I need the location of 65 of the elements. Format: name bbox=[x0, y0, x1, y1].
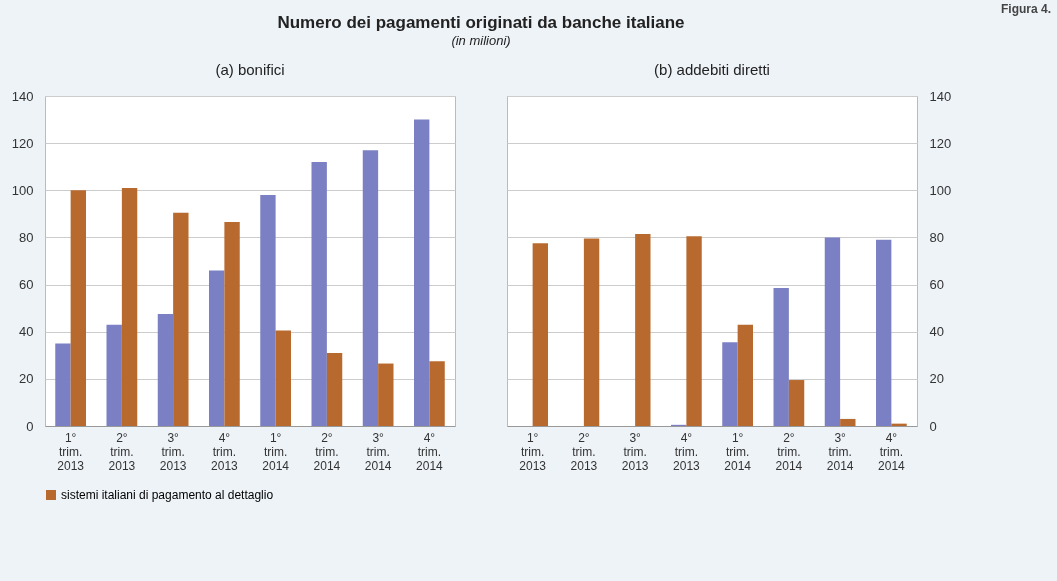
x-tick-label: 3° trim. 2014 bbox=[364, 430, 392, 473]
x-axis-title: (b) addebiti diretti bbox=[654, 61, 770, 78]
bar bbox=[173, 212, 189, 426]
x-tick-label: 2° trim. 2014 bbox=[775, 430, 803, 473]
bar bbox=[414, 119, 430, 426]
bar bbox=[55, 343, 71, 426]
y-tick-label: 80 bbox=[929, 229, 944, 245]
x-tick-label: 2° trim. 2013 bbox=[570, 430, 598, 473]
y-tick-label: 140 bbox=[11, 88, 34, 104]
bar bbox=[224, 222, 240, 426]
chart-title: Numero dei pagamenti originati da banche italiane bbox=[277, 12, 685, 32]
bar bbox=[121, 187, 138, 426]
x-tick-label: 3° trim. 2013 bbox=[621, 430, 649, 473]
y-tick-label: 40 bbox=[929, 324, 944, 340]
x-tick-label: 4° trim. 2014 bbox=[878, 430, 906, 473]
text: Figura 4. bbox=[1000, 2, 1051, 16]
bar bbox=[722, 342, 738, 426]
bar bbox=[737, 324, 753, 426]
y-tick-label: 140 bbox=[929, 88, 952, 104]
bar bbox=[106, 324, 122, 426]
y-tick-label: 80 bbox=[19, 229, 34, 245]
bar bbox=[275, 330, 291, 426]
bar bbox=[157, 314, 174, 426]
bar bbox=[686, 236, 702, 426]
y-tick-label: 60 bbox=[929, 277, 944, 293]
x-axis-title: (a) bonifici bbox=[215, 61, 285, 78]
x-tick-label: 1° trim. 2014 bbox=[262, 430, 290, 473]
y-tick-label: 20 bbox=[929, 371, 944, 387]
y-tick-label: 0 bbox=[929, 418, 937, 434]
bar bbox=[773, 288, 789, 426]
y-tick-label: 100 bbox=[11, 182, 34, 198]
bar bbox=[260, 195, 276, 426]
bar bbox=[876, 239, 892, 426]
bar bbox=[209, 270, 225, 426]
bar bbox=[326, 352, 343, 426]
x-tick-label: 2° trim. 2013 bbox=[108, 430, 136, 473]
y-tick-label: 60 bbox=[19, 277, 34, 293]
chart-subtitle: (in milioni) bbox=[451, 32, 511, 48]
bar bbox=[824, 237, 841, 426]
bar bbox=[311, 162, 327, 426]
y-tick-label: 120 bbox=[11, 135, 34, 151]
x-tick-label: 4° trim. 2013 bbox=[673, 430, 701, 473]
x-tick-label: 1° trim. 2013 bbox=[519, 430, 547, 473]
bar bbox=[840, 418, 856, 426]
x-tick-label: 1° trim. 2014 bbox=[724, 430, 752, 473]
legend-label: sistemi italiani di pagamento al dettaglio bbox=[61, 488, 274, 502]
x-tick-label: 3° trim. 2014 bbox=[826, 430, 854, 473]
bar bbox=[429, 361, 445, 426]
bar bbox=[635, 233, 651, 426]
x-tick-label: 3° trim. 2013 bbox=[159, 430, 187, 473]
bar bbox=[70, 190, 86, 426]
x-tick-label: 1° trim. 2013 bbox=[57, 430, 85, 473]
y-tick-label: 40 bbox=[19, 324, 34, 340]
bar bbox=[532, 243, 548, 426]
y-tick-label: 0 bbox=[26, 418, 34, 434]
x-tick-label: 4° trim. 2014 bbox=[416, 430, 444, 473]
bar bbox=[583, 238, 600, 426]
bar bbox=[378, 363, 394, 426]
y-tick-label: 120 bbox=[929, 135, 952, 151]
bar bbox=[362, 150, 379, 426]
y-tick-label: 100 bbox=[929, 182, 952, 198]
y-tick-label: 20 bbox=[19, 371, 34, 387]
bar bbox=[788, 380, 805, 426]
x-tick-label: 4° trim. 2013 bbox=[211, 430, 239, 473]
x-tick-label: 2° trim. 2014 bbox=[313, 430, 341, 473]
